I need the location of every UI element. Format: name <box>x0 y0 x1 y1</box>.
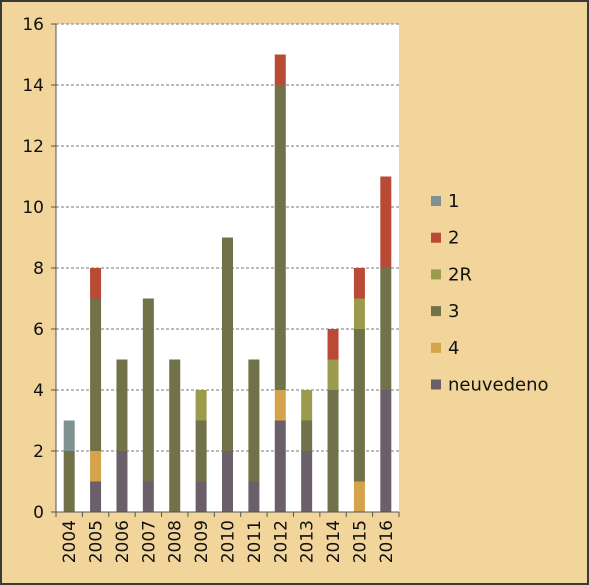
y-tick-label: 12 <box>22 137 44 157</box>
y-tick-label: 4 <box>33 381 44 401</box>
bar-segment <box>90 481 102 512</box>
bar-segment <box>222 451 233 512</box>
legend-label: 4 <box>448 338 459 359</box>
bar-segment <box>353 268 365 299</box>
bar-segment <box>327 359 339 390</box>
bar-segment <box>327 329 339 360</box>
x-tick-label: 2010 <box>219 520 239 563</box>
bar-segment <box>195 481 207 512</box>
bar-segment <box>63 451 75 512</box>
legend-swatch <box>431 269 441 280</box>
x-tick-label: 2004 <box>60 520 80 563</box>
x-tick-label: 2012 <box>271 520 291 563</box>
x-tick-label: 2005 <box>87 520 107 563</box>
x-tick-label: 2009 <box>192 520 212 563</box>
bar-segment <box>142 298 154 482</box>
legend-label: 2R <box>448 264 472 285</box>
bar-segment <box>195 420 207 482</box>
bar-segment <box>274 54 286 85</box>
y-tick-label: 14 <box>22 76 44 96</box>
y-tick-label: 16 <box>22 15 44 35</box>
y-tick-label: 6 <box>33 320 44 340</box>
bar-segment <box>353 329 365 482</box>
legend: 1 2 2R 3 4 neuvedeno <box>431 191 549 396</box>
bar-segment <box>90 268 102 299</box>
bar-segment <box>353 298 365 329</box>
axes <box>51 23 400 517</box>
bar-segment <box>380 176 392 268</box>
bar-segment <box>380 268 392 390</box>
bar-segment <box>222 237 233 451</box>
x-tick-label: 2016 <box>377 520 397 563</box>
bar-segment <box>195 390 207 421</box>
legend-label: 1 <box>448 191 459 212</box>
bar-segment <box>380 390 392 512</box>
bar-segment <box>63 420 75 451</box>
legend-swatch <box>431 379 441 390</box>
y-tick-label: 10 <box>22 198 44 218</box>
legend-swatch <box>431 196 441 206</box>
legend-swatch <box>431 306 441 317</box>
x-tick-label: 2008 <box>166 520 186 563</box>
x-tick-label: 2015 <box>350 520 370 563</box>
bar-segment <box>169 359 181 512</box>
bar-segment <box>301 451 313 512</box>
bar-segment <box>90 451 102 482</box>
y-tick-label: 0 <box>33 503 44 523</box>
bar-segment <box>301 420 313 451</box>
bar-segment <box>274 390 286 421</box>
bar-segment <box>274 85 286 390</box>
x-tick-labels: 2004 2005 2006 2007 2008 2009 2010 2011 2012 2013… <box>60 520 397 563</box>
bar-segment <box>353 481 365 512</box>
legend-label: neuvedeno <box>448 375 549 396</box>
y-tick-label: 2 <box>33 442 44 462</box>
y-tick-label: 8 <box>33 259 44 279</box>
bar-segment <box>116 451 128 512</box>
legend-label: 2 <box>448 228 459 249</box>
y-tick-labels: 0 2 4 6 8 10 12 14 16 <box>22 15 44 523</box>
bar-segment <box>274 420 286 512</box>
x-tick-label: 2007 <box>139 520 159 563</box>
bars <box>63 54 392 512</box>
legend-label: 3 <box>448 301 459 322</box>
bar-segment <box>248 481 260 512</box>
bar-segment <box>248 359 260 482</box>
bar-segment <box>142 481 154 512</box>
bar-segment <box>116 359 128 451</box>
bar-segment <box>301 390 313 421</box>
x-tick-label: 2014 <box>324 520 344 563</box>
x-tick-label: 2013 <box>298 520 318 563</box>
legend-swatch <box>431 232 441 243</box>
bar-segment <box>327 390 339 512</box>
x-tick-label: 2011 <box>245 520 265 563</box>
legend-swatch <box>431 342 441 353</box>
x-tick-label: 2006 <box>113 520 133 563</box>
bar-segment <box>90 298 102 451</box>
